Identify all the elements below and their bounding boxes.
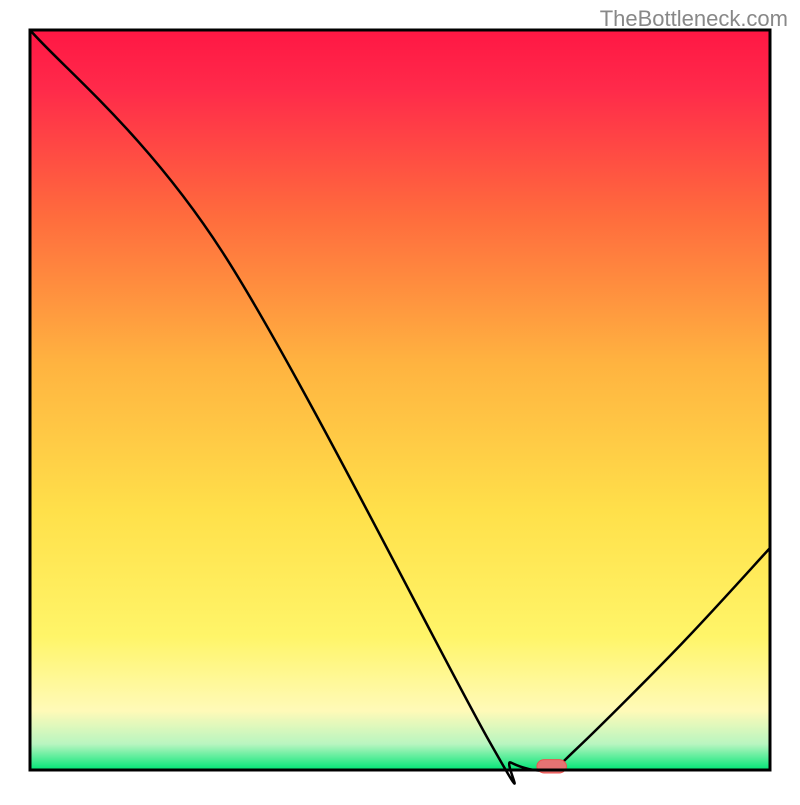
chart-background: [30, 30, 770, 770]
watermark-text: TheBottleneck.com: [600, 6, 788, 32]
chart-container: TheBottleneck.com: [0, 0, 800, 800]
bottleneck-chart: [0, 0, 800, 800]
